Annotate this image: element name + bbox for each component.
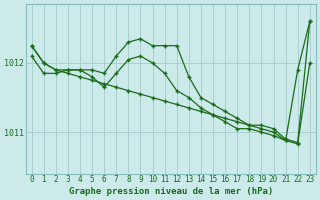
- X-axis label: Graphe pression niveau de la mer (hPa): Graphe pression niveau de la mer (hPa): [68, 187, 273, 196]
